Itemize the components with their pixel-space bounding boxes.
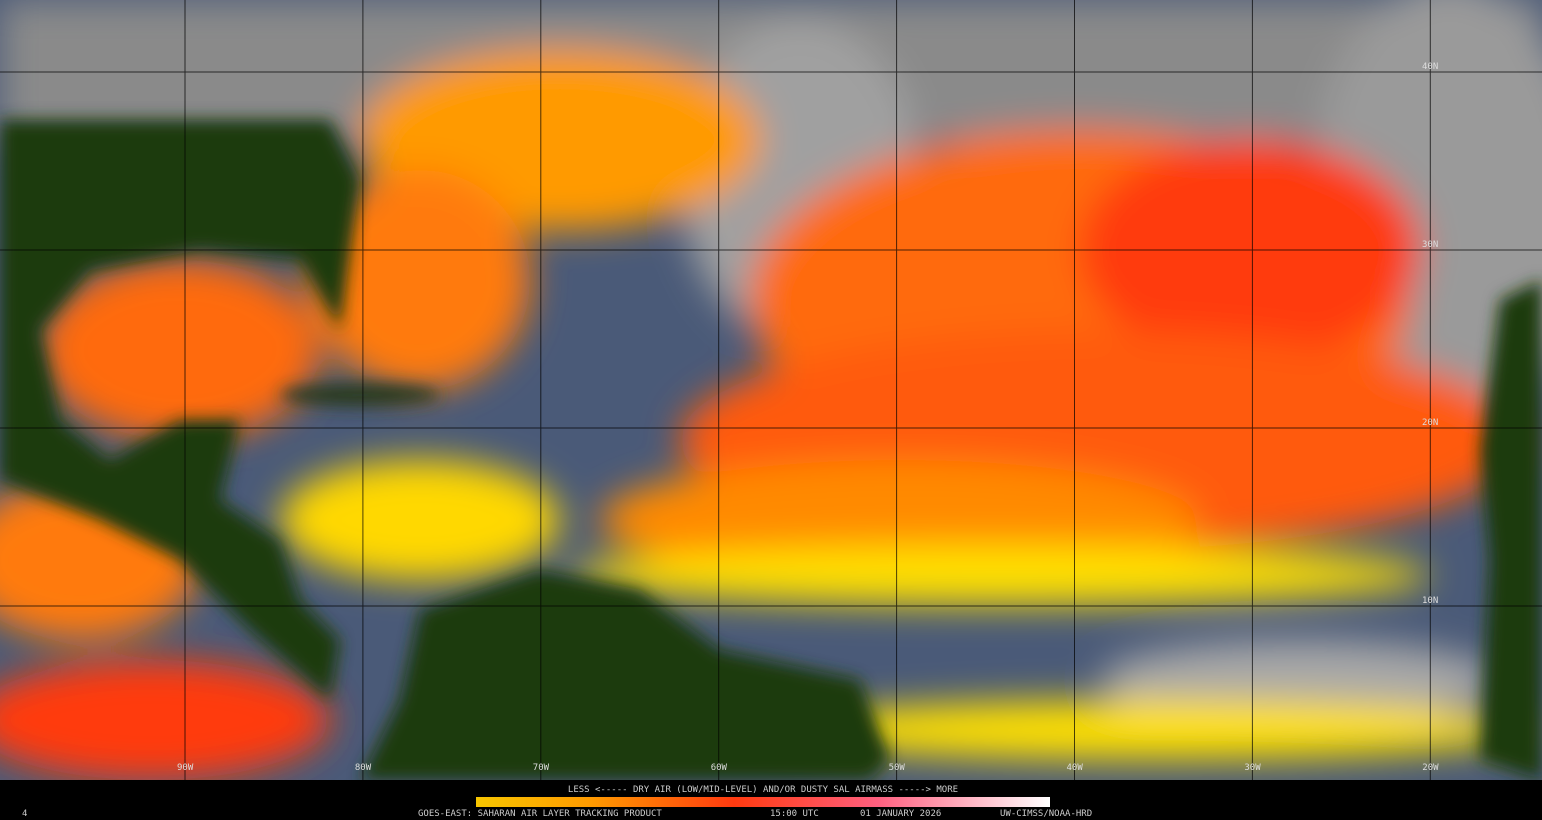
longitude-label: 50W [889,763,906,773]
longitude-label: 90W [177,763,194,773]
longitude-label: 40W [1067,763,1084,773]
latitude-label: 20N [1422,418,1438,428]
longitude-label: 70W [533,763,550,773]
frame-number: 4 [22,809,27,819]
color-scale [476,797,1050,807]
longitude-label: 60W [711,763,728,773]
longitude-label: 20W [1422,763,1439,773]
longitude-label: 30W [1244,763,1261,773]
credit: UW-CIMSS/NOAA-HRD [1000,809,1092,819]
time: 15:00 UTC [770,809,819,819]
latitude-label: 40N [1422,62,1438,72]
latitude-label: 30N [1422,240,1438,250]
legend-caption: LESS <----- DRY AIR (LOW/MID-LEVEL) AND/… [568,785,958,795]
imagery [0,0,1542,780]
date: 01 JANUARY 2026 [860,809,941,819]
longitude-label: 80W [355,763,372,773]
latitude-label: 10N [1422,596,1438,606]
product-name: GOES-EAST: SAHARAN AIR LAYER TRACKING PR… [418,809,662,819]
graticule [0,0,1542,780]
graticule-labels: 40N 30N 20N 10N 90W 80W 70W 60W 50W 40W 30W 20W [177,62,1439,773]
